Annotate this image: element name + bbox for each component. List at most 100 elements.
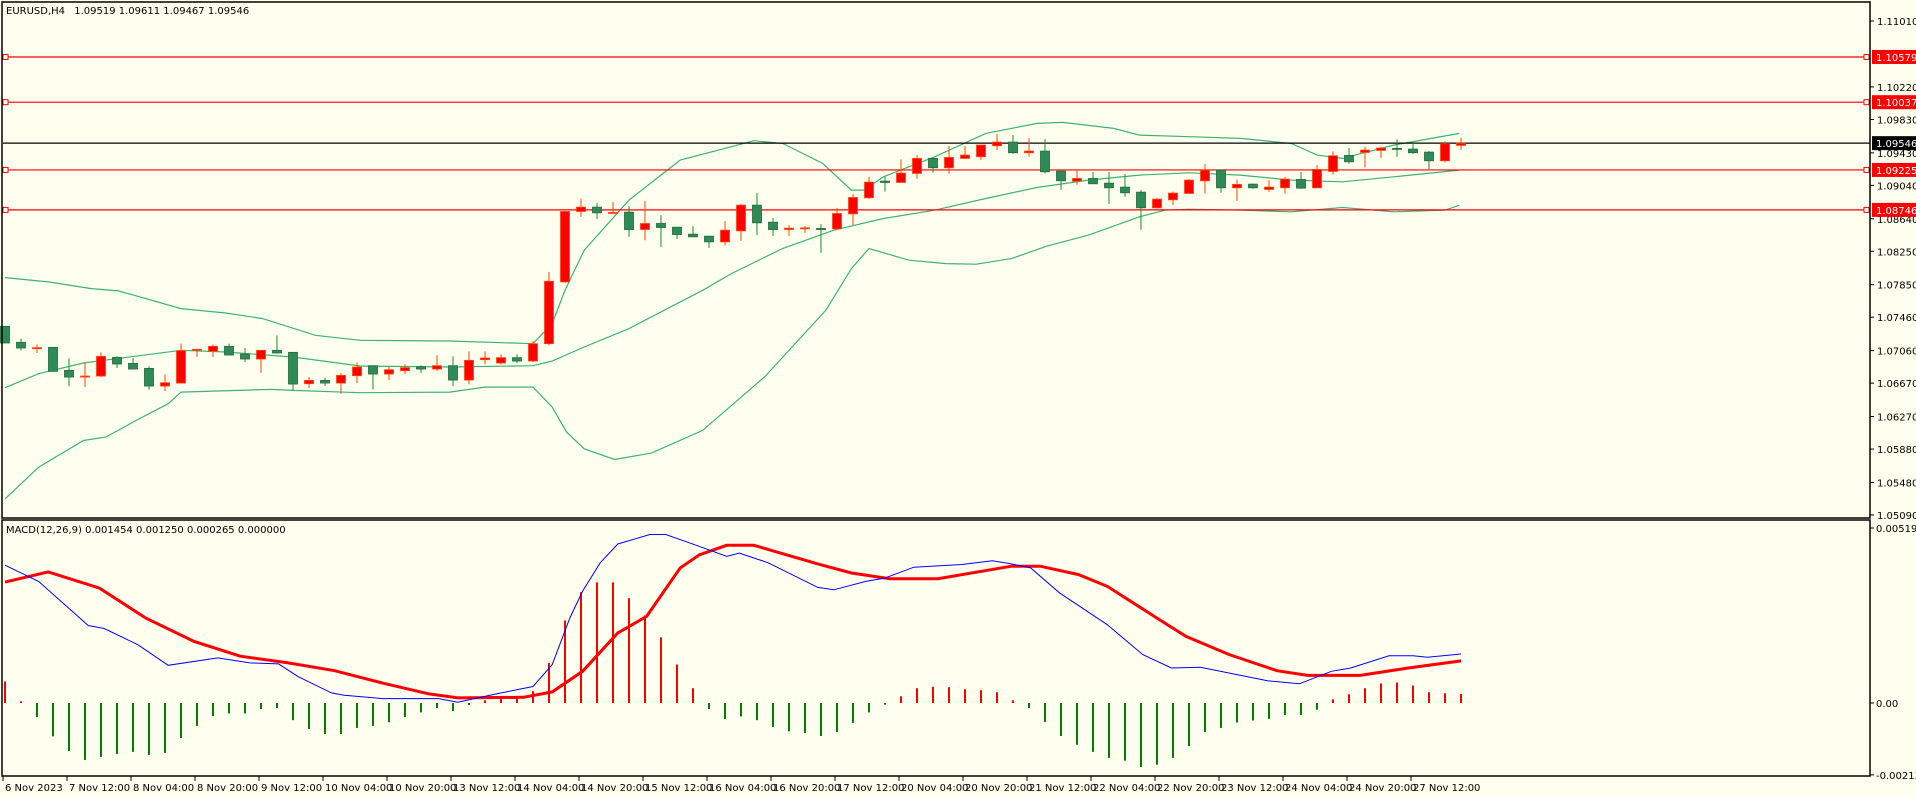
candle[interactable] xyxy=(256,349,266,374)
candle[interactable] xyxy=(1024,138,1034,157)
candle[interactable] xyxy=(288,351,298,391)
candle[interactable] xyxy=(880,176,890,192)
candle[interactable] xyxy=(304,377,314,389)
macd-axis[interactable]: 0.005194 0.00 -0.002133 xyxy=(1870,524,1916,782)
candle[interactable] xyxy=(912,155,922,179)
candle[interactable] xyxy=(64,358,74,387)
level-handle-left[interactable] xyxy=(2,166,9,173)
level-handle-left[interactable] xyxy=(2,99,9,106)
candle[interactable] xyxy=(464,351,474,385)
candle[interactable] xyxy=(176,343,186,384)
candle[interactable] xyxy=(864,176,874,199)
candle[interactable] xyxy=(480,351,490,365)
candle[interactable] xyxy=(1120,174,1130,197)
candle[interactable] xyxy=(752,193,762,235)
candle[interactable] xyxy=(576,198,586,217)
candle[interactable] xyxy=(544,271,554,346)
candle[interactable] xyxy=(512,354,522,364)
candle[interactable] xyxy=(112,356,122,369)
candle[interactable] xyxy=(1424,151,1434,170)
candle[interactable] xyxy=(448,356,458,387)
candle[interactable] xyxy=(96,352,106,378)
candle[interactable] xyxy=(608,202,618,215)
candle[interactable] xyxy=(656,215,666,247)
candle[interactable] xyxy=(928,158,938,173)
candle[interactable] xyxy=(1040,139,1050,174)
candle[interactable] xyxy=(192,348,202,358)
candle[interactable] xyxy=(784,225,794,236)
candle[interactable] xyxy=(1104,172,1114,204)
candle[interactable] xyxy=(1200,164,1210,194)
candle[interactable] xyxy=(80,362,90,388)
candle[interactable] xyxy=(704,235,714,248)
candle[interactable] xyxy=(384,366,394,381)
candle[interactable] xyxy=(624,206,634,237)
candle[interactable] xyxy=(1296,172,1306,189)
candle[interactable] xyxy=(1152,198,1162,209)
candle[interactable] xyxy=(720,221,730,246)
candle[interactable] xyxy=(1456,137,1466,150)
candle[interactable] xyxy=(416,365,426,374)
candle[interactable] xyxy=(560,211,570,283)
candle[interactable] xyxy=(160,374,170,392)
time-axis[interactable]: 6 Nov 2023 7 Nov 12:00 8 Nov 04:00 8 Nov 20… xyxy=(2,776,1480,794)
candle[interactable] xyxy=(240,348,250,363)
candle[interactable] xyxy=(736,204,746,241)
candle[interactable] xyxy=(944,146,954,174)
price-axis[interactable]: 1.11010 1.10220 1.09830 1.09430 1.09040 1.086… xyxy=(1870,17,1916,522)
candle[interactable] xyxy=(1136,190,1146,230)
candle[interactable] xyxy=(1168,191,1178,206)
candle[interactable] xyxy=(1072,170,1082,185)
macd-panel[interactable] xyxy=(4,534,1462,768)
candle[interactable] xyxy=(816,224,826,253)
candle[interactable] xyxy=(976,144,986,161)
candle[interactable] xyxy=(432,355,442,372)
candle[interactable] xyxy=(672,226,682,239)
candle[interactable] xyxy=(496,354,506,365)
candle[interactable] xyxy=(1280,177,1290,194)
candle[interactable] xyxy=(640,201,650,241)
candle[interactable] xyxy=(48,346,58,372)
candle[interactable] xyxy=(848,194,858,226)
candle[interactable] xyxy=(992,134,1002,151)
level-handle-right[interactable] xyxy=(1863,53,1870,60)
candle[interactable] xyxy=(1088,172,1098,185)
price-panel[interactable] xyxy=(0,53,1871,500)
level-handle-left[interactable] xyxy=(2,53,9,60)
candle[interactable] xyxy=(768,217,778,236)
candle[interactable] xyxy=(688,226,698,238)
candle[interactable] xyxy=(528,340,538,363)
candle[interactable] xyxy=(16,338,26,351)
candle[interactable] xyxy=(896,159,906,183)
candle[interactable] xyxy=(960,146,970,159)
candle[interactable] xyxy=(352,362,362,384)
candle[interactable] xyxy=(1184,179,1194,194)
candle[interactable] xyxy=(128,358,138,370)
candle[interactable] xyxy=(224,343,234,356)
candle[interactable] xyxy=(32,344,42,354)
candle[interactable] xyxy=(1392,139,1402,157)
candle[interactable] xyxy=(400,364,410,375)
candle[interactable] xyxy=(0,325,10,344)
level-handle-left[interactable] xyxy=(2,206,9,213)
candle[interactable] xyxy=(1344,148,1354,164)
candle[interactable] xyxy=(368,365,378,390)
candle[interactable] xyxy=(592,203,602,219)
level-handle-right[interactable] xyxy=(1863,166,1870,173)
candle[interactable] xyxy=(336,373,346,394)
candle[interactable] xyxy=(800,225,810,233)
candle[interactable] xyxy=(320,377,330,387)
level-handle-right[interactable] xyxy=(1863,99,1870,106)
candle[interactable] xyxy=(1008,135,1018,154)
candle[interactable] xyxy=(1376,146,1386,158)
level-handle-right[interactable] xyxy=(1863,206,1870,213)
candle[interactable] xyxy=(144,366,154,390)
candle[interactable] xyxy=(1328,151,1338,175)
candle[interactable] xyxy=(1360,146,1370,168)
candle[interactable] xyxy=(1232,179,1242,201)
candle[interactable] xyxy=(1248,183,1258,189)
candle[interactable] xyxy=(1312,165,1322,189)
candle[interactable] xyxy=(1056,170,1066,190)
candle[interactable] xyxy=(832,207,842,230)
